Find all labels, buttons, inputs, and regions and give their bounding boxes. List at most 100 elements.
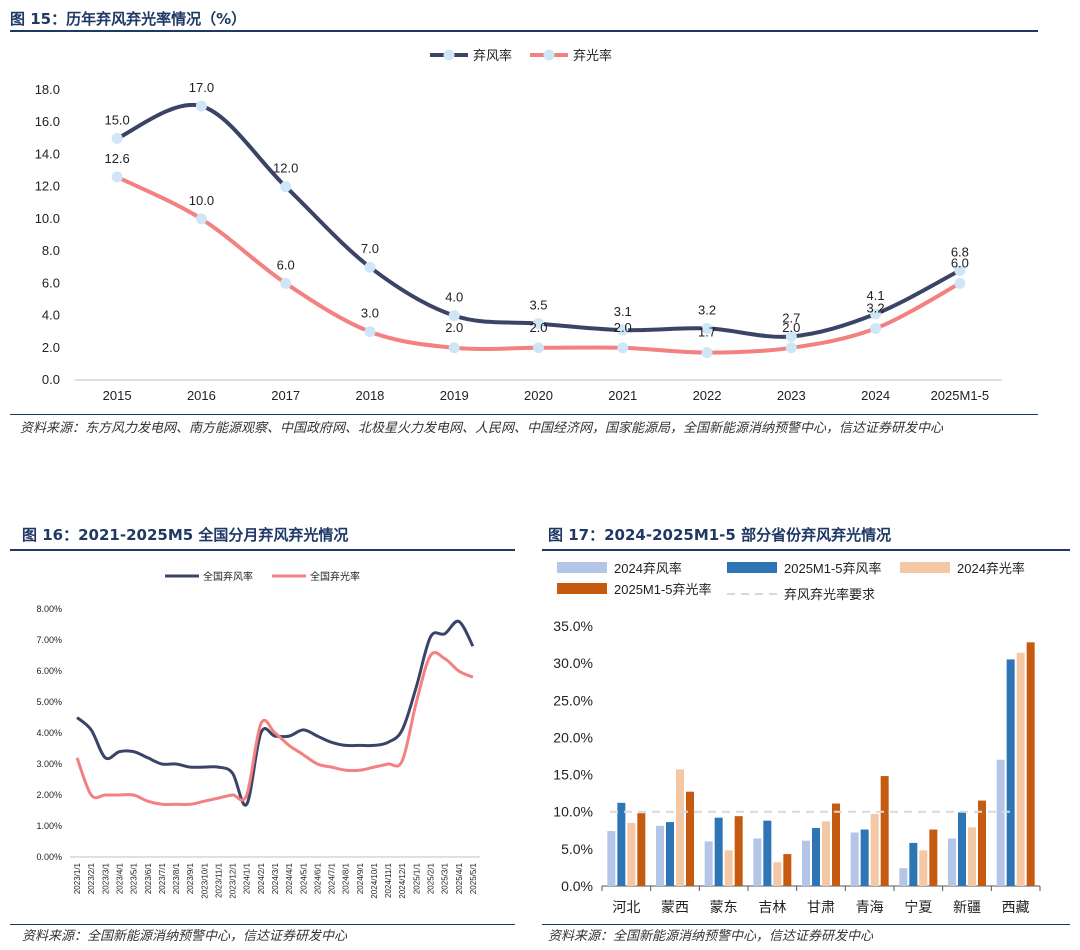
x-tick-label: 2023/2/1 bbox=[87, 862, 96, 894]
data-label: 10.0 bbox=[189, 193, 214, 208]
x-tick-label: 2025/4/1 bbox=[455, 862, 464, 894]
data-point bbox=[448, 310, 460, 322]
legend-marker bbox=[543, 49, 555, 61]
legend-label: 全国弃光率 bbox=[310, 570, 360, 583]
data-point bbox=[954, 277, 966, 289]
bar bbox=[919, 850, 928, 886]
data-label: 4.1 bbox=[867, 288, 885, 303]
x-tick-label: 2024/12/1 bbox=[398, 862, 407, 898]
x-tick-label: 2023/6/1 bbox=[144, 862, 153, 894]
data-label: 3.2 bbox=[698, 302, 716, 317]
legend-label: 2024弃光率 bbox=[957, 561, 1025, 576]
figure-15-bottom-rule bbox=[10, 414, 1038, 415]
y-tick-label: 25.0% bbox=[553, 692, 593, 708]
series-line-wind bbox=[76, 619, 475, 807]
legend-label: 弃风率 bbox=[473, 48, 512, 63]
x-tick-label: 2024/3/1 bbox=[271, 862, 280, 894]
bar bbox=[832, 803, 840, 886]
legend-marker bbox=[443, 49, 455, 61]
bar bbox=[734, 816, 743, 886]
x-tick-label: 新疆 bbox=[953, 899, 981, 915]
series-line-solar bbox=[75, 651, 474, 807]
x-tick-label: 2020 bbox=[524, 388, 553, 403]
bar bbox=[958, 812, 966, 886]
bar bbox=[656, 825, 664, 886]
figure-15-title-rule bbox=[10, 30, 1038, 32]
x-tick-label: 蒙西 bbox=[661, 899, 689, 915]
bar bbox=[666, 822, 674, 886]
bar bbox=[1026, 642, 1035, 886]
x-tick-label: 2024/6/1 bbox=[313, 862, 322, 894]
data-point bbox=[111, 171, 123, 183]
figure-15-title: 图 15：历年弃风弃光率情况（%） bbox=[10, 10, 247, 28]
bar bbox=[724, 850, 733, 886]
y-tick-label: 1.00% bbox=[36, 821, 62, 831]
bar bbox=[686, 791, 694, 886]
bar bbox=[617, 802, 626, 886]
chart-series bbox=[111, 100, 966, 359]
y-tick-label: 10.0% bbox=[553, 804, 593, 820]
figure-16-source: 资料来源：全国新能源消纳预警中心，信达证券研发中心 bbox=[22, 929, 348, 944]
data-label: 15.0 bbox=[104, 112, 129, 127]
chart-bars bbox=[607, 642, 1035, 886]
x-tick-label: 2024/10/1 bbox=[370, 862, 379, 898]
x-tick-label: 2023 bbox=[777, 388, 806, 403]
x-tick-label: 2024/7/1 bbox=[328, 862, 337, 894]
x-tick-label: 2025M1-5 bbox=[931, 388, 990, 403]
bar bbox=[978, 800, 986, 886]
data-point bbox=[701, 322, 713, 334]
figure-17-bottom-rule bbox=[542, 924, 1070, 925]
x-tick-label: 2023/5/1 bbox=[130, 862, 139, 894]
x-tick-label: 2024 bbox=[861, 388, 890, 403]
bar bbox=[968, 827, 976, 886]
y-tick-label: 16.0 bbox=[35, 114, 60, 129]
data-point bbox=[870, 322, 882, 334]
data-point bbox=[364, 261, 376, 273]
y-tick-label: 35.0% bbox=[553, 618, 593, 634]
x-tick-label: 2024/5/1 bbox=[299, 862, 308, 894]
bar bbox=[704, 841, 713, 886]
x-tick-label: 2022 bbox=[693, 388, 722, 403]
x-tick-label: 2024/11/1 bbox=[384, 862, 393, 898]
data-label: 7.0 bbox=[361, 241, 379, 256]
y-tick-label: 8.0 bbox=[42, 243, 60, 258]
data-label: 2.0 bbox=[614, 320, 632, 335]
x-tick-label: 2021 bbox=[608, 388, 637, 403]
data-point bbox=[701, 347, 713, 359]
figure-16-title-rule bbox=[10, 549, 515, 551]
y-tick-label: 2.0 bbox=[42, 340, 60, 355]
legend-swatch bbox=[900, 562, 950, 573]
x-tick-label: 2023/9/1 bbox=[186, 862, 195, 894]
x-tick-label: 2024/2/1 bbox=[257, 862, 266, 894]
y-tick-label: 4.00% bbox=[36, 728, 62, 738]
x-tick-label: 蒙东 bbox=[710, 899, 738, 915]
x-tick-label: 2023/1/1 bbox=[73, 862, 82, 894]
data-point bbox=[280, 181, 292, 193]
bar bbox=[1006, 659, 1015, 886]
y-tick-label: 20.0% bbox=[553, 729, 593, 745]
y-tick-label: 30.0% bbox=[553, 655, 593, 671]
legend-label: 弃风弃光率要求 bbox=[784, 587, 875, 602]
bar bbox=[899, 868, 908, 886]
chart-legend: 2024弃风率 2025M1-5弃风率 2024弃光率 2025M1-5弃光率 弃风弃光… bbox=[557, 561, 1025, 602]
x-tick-label: 2025/2/1 bbox=[427, 862, 436, 894]
y-tick-label: 7.00% bbox=[36, 635, 62, 645]
chart-legend: 全国弃风率 全国弃光率 bbox=[165, 570, 360, 583]
chart-axes: 0.0% 5.0% 10.0% 15.0% 20.0% 25.0% 30.0% 35.0% 河北… bbox=[553, 618, 1041, 915]
x-tick-label: 2023/12/1 bbox=[229, 862, 238, 898]
figure-17-title-rule bbox=[542, 549, 1070, 551]
data-label: 3.1 bbox=[614, 304, 632, 319]
y-tick-label: 3.00% bbox=[36, 759, 62, 769]
bar bbox=[607, 831, 616, 886]
bar bbox=[627, 822, 636, 886]
data-label: 17.0 bbox=[189, 80, 214, 95]
data-label: 2.0 bbox=[445, 320, 463, 335]
data-point bbox=[617, 324, 629, 336]
figure-15-source: 资料来源：东方风力发电网、南方能源观察、中国政府网、北极星火力发电网、人民网、中… bbox=[20, 421, 944, 436]
data-point bbox=[448, 342, 460, 354]
figure-16-bottom-rule bbox=[10, 924, 515, 925]
x-tick-label: 2016 bbox=[187, 388, 216, 403]
y-tick-label: 12.0 bbox=[35, 179, 60, 194]
chart-legend: 弃风率 弃光率 bbox=[430, 48, 612, 63]
y-tick-label: 6.0 bbox=[42, 275, 60, 290]
